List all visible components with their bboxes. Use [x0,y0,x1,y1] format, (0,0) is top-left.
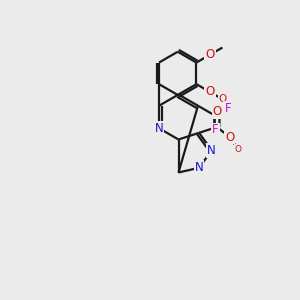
Text: N: N [207,144,216,157]
Text: O: O [225,130,235,143]
Text: O: O [205,85,214,98]
Text: O: O [205,48,214,61]
Text: N: N [154,122,164,135]
Text: F: F [212,124,219,136]
Text: F: F [224,102,231,115]
Text: O: O [234,145,241,154]
Text: O: O [218,94,226,104]
Text: O: O [213,105,222,118]
Text: N: N [195,161,203,174]
